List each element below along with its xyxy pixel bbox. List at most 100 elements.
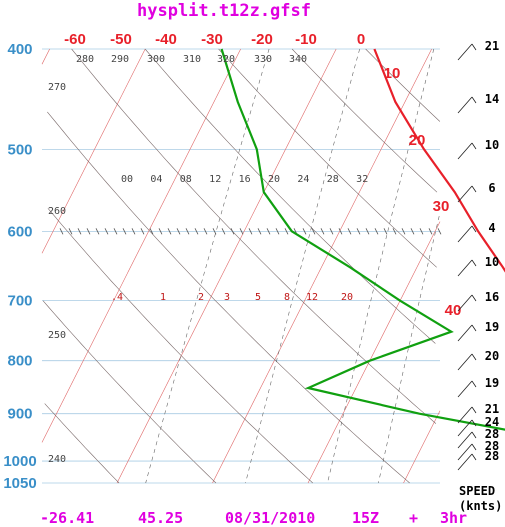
hatch-tick (428, 228, 433, 235)
mixing-ratio-line (145, 48, 270, 484)
wind-speed-label: 21 (485, 39, 499, 53)
hatch-tick (257, 228, 262, 235)
dry-adiabat-line (365, 48, 441, 122)
footer-latitude: -26.41 (40, 509, 94, 527)
hatch-tick (365, 228, 370, 235)
dewpoint-line (220, 48, 505, 431)
hatch-tick (176, 228, 181, 235)
hatch-tick (356, 228, 361, 235)
footer-date: 08/31/2010 (225, 509, 315, 527)
hatch-tick (95, 228, 100, 235)
mixing-ratio-label: 1 (160, 292, 166, 303)
hatch-tick (194, 228, 199, 235)
temperature-side-label: 40 (445, 302, 462, 319)
mixing-ratio-label: 3 (224, 292, 230, 303)
hatch-tick (113, 228, 118, 235)
isotherm-line (116, 48, 337, 484)
hatch-tick (221, 228, 226, 235)
isotherm-line (41, 48, 241, 443)
temperature-tick-label: -60 (64, 31, 86, 48)
wind-barb-flag (471, 406, 477, 414)
theta-label: 270 (48, 82, 66, 93)
equivalent-label: 04 (150, 174, 162, 185)
wind-barb-staff (457, 259, 473, 277)
temperature-tick-label: -30 (201, 31, 223, 48)
equivalent-label: 32 (356, 174, 368, 185)
hatch-tick (212, 228, 217, 235)
sounding-series (220, 48, 505, 431)
hatch-tick (203, 228, 208, 235)
dry-adiabat-line (218, 48, 437, 268)
hatch-tick (185, 228, 190, 235)
hatch-tick (320, 228, 325, 235)
dry-adiabat-line (47, 208, 314, 484)
dry-adiabat-line (144, 48, 436, 344)
hatch-tick (68, 228, 73, 235)
pressure-tick-label: 500 (7, 141, 32, 158)
wind-barb-flag (471, 43, 477, 51)
pressure-tick-label: 1000 (3, 453, 36, 470)
wind-barb-staff (457, 142, 473, 160)
footer-longitude: 45.25 (138, 509, 183, 527)
wind-barb-staff (457, 419, 473, 437)
hatch-tick (437, 228, 442, 235)
hatch-tick (104, 228, 109, 235)
hatch-tick (59, 228, 64, 235)
equivalent-label: 20 (268, 174, 280, 185)
hatch-tick (329, 228, 334, 235)
hatch-tick (248, 228, 253, 235)
wind-barb-staff (457, 96, 473, 114)
hatch-tick (140, 228, 145, 235)
wind-speed-label: 20 (485, 349, 499, 363)
mixing-ratio-label: 20 (341, 292, 353, 303)
speed-header-line2: (knts) (459, 499, 502, 513)
pressure-tick-label: 800 (7, 353, 32, 370)
wind-barb-staff (457, 185, 473, 203)
theta-label: 330 (254, 54, 272, 65)
wind-barb-flag (471, 453, 477, 461)
hatch-tick (374, 228, 379, 235)
wind-barb-flag (471, 324, 477, 332)
dry-adiabat-grid (42, 48, 441, 484)
hatch-tick (122, 228, 127, 235)
speed-header-line1: SPEED (459, 484, 495, 498)
wind-barb-flag (471, 431, 477, 439)
hatch-tick (149, 228, 154, 235)
mixing-ratio-line (245, 48, 360, 484)
pressure-tick-label: 600 (7, 223, 32, 240)
wind-barb-staff (457, 431, 473, 449)
mixing-ratio-label: 12 (306, 292, 318, 303)
dry-adiabat-line (291, 48, 438, 193)
wind-barb-staff (457, 225, 473, 243)
mixing-ratio-label: 2 (198, 292, 204, 303)
footer-time: 15Z (352, 509, 379, 527)
theta-label: 320 (217, 54, 235, 65)
isobar-grid (42, 48, 440, 484)
dry-adiabat-line (47, 111, 410, 484)
wind-barb-staff (457, 380, 473, 398)
pressure-tick-label: 900 (7, 406, 32, 423)
theta-label: 250 (48, 330, 66, 341)
hatch-tick (266, 228, 271, 235)
equivalent-label: 08 (180, 174, 192, 185)
wind-barb-flag (471, 225, 477, 233)
wind-barb-flag (471, 185, 477, 193)
hatch-tick (284, 228, 289, 235)
hatch-tick (86, 228, 91, 235)
wind-barb-staff (457, 443, 473, 461)
chart-title: hysplit.t12z.gfsf (137, 1, 311, 21)
isotherm-line (307, 221, 441, 484)
wind-speed-label: 14 (485, 92, 499, 106)
mixing-ratio-label: 8 (284, 292, 290, 303)
wind-speed-label: 16 (485, 290, 499, 304)
wind-speed-label: 28 (485, 427, 499, 441)
wind-barb-flag (471, 142, 477, 150)
wind-barb-flag (471, 96, 477, 104)
theta-label: 260 (48, 206, 66, 217)
hatch-tick (167, 228, 172, 235)
hatch-tick (230, 228, 235, 235)
footer-plus: + (409, 509, 418, 527)
